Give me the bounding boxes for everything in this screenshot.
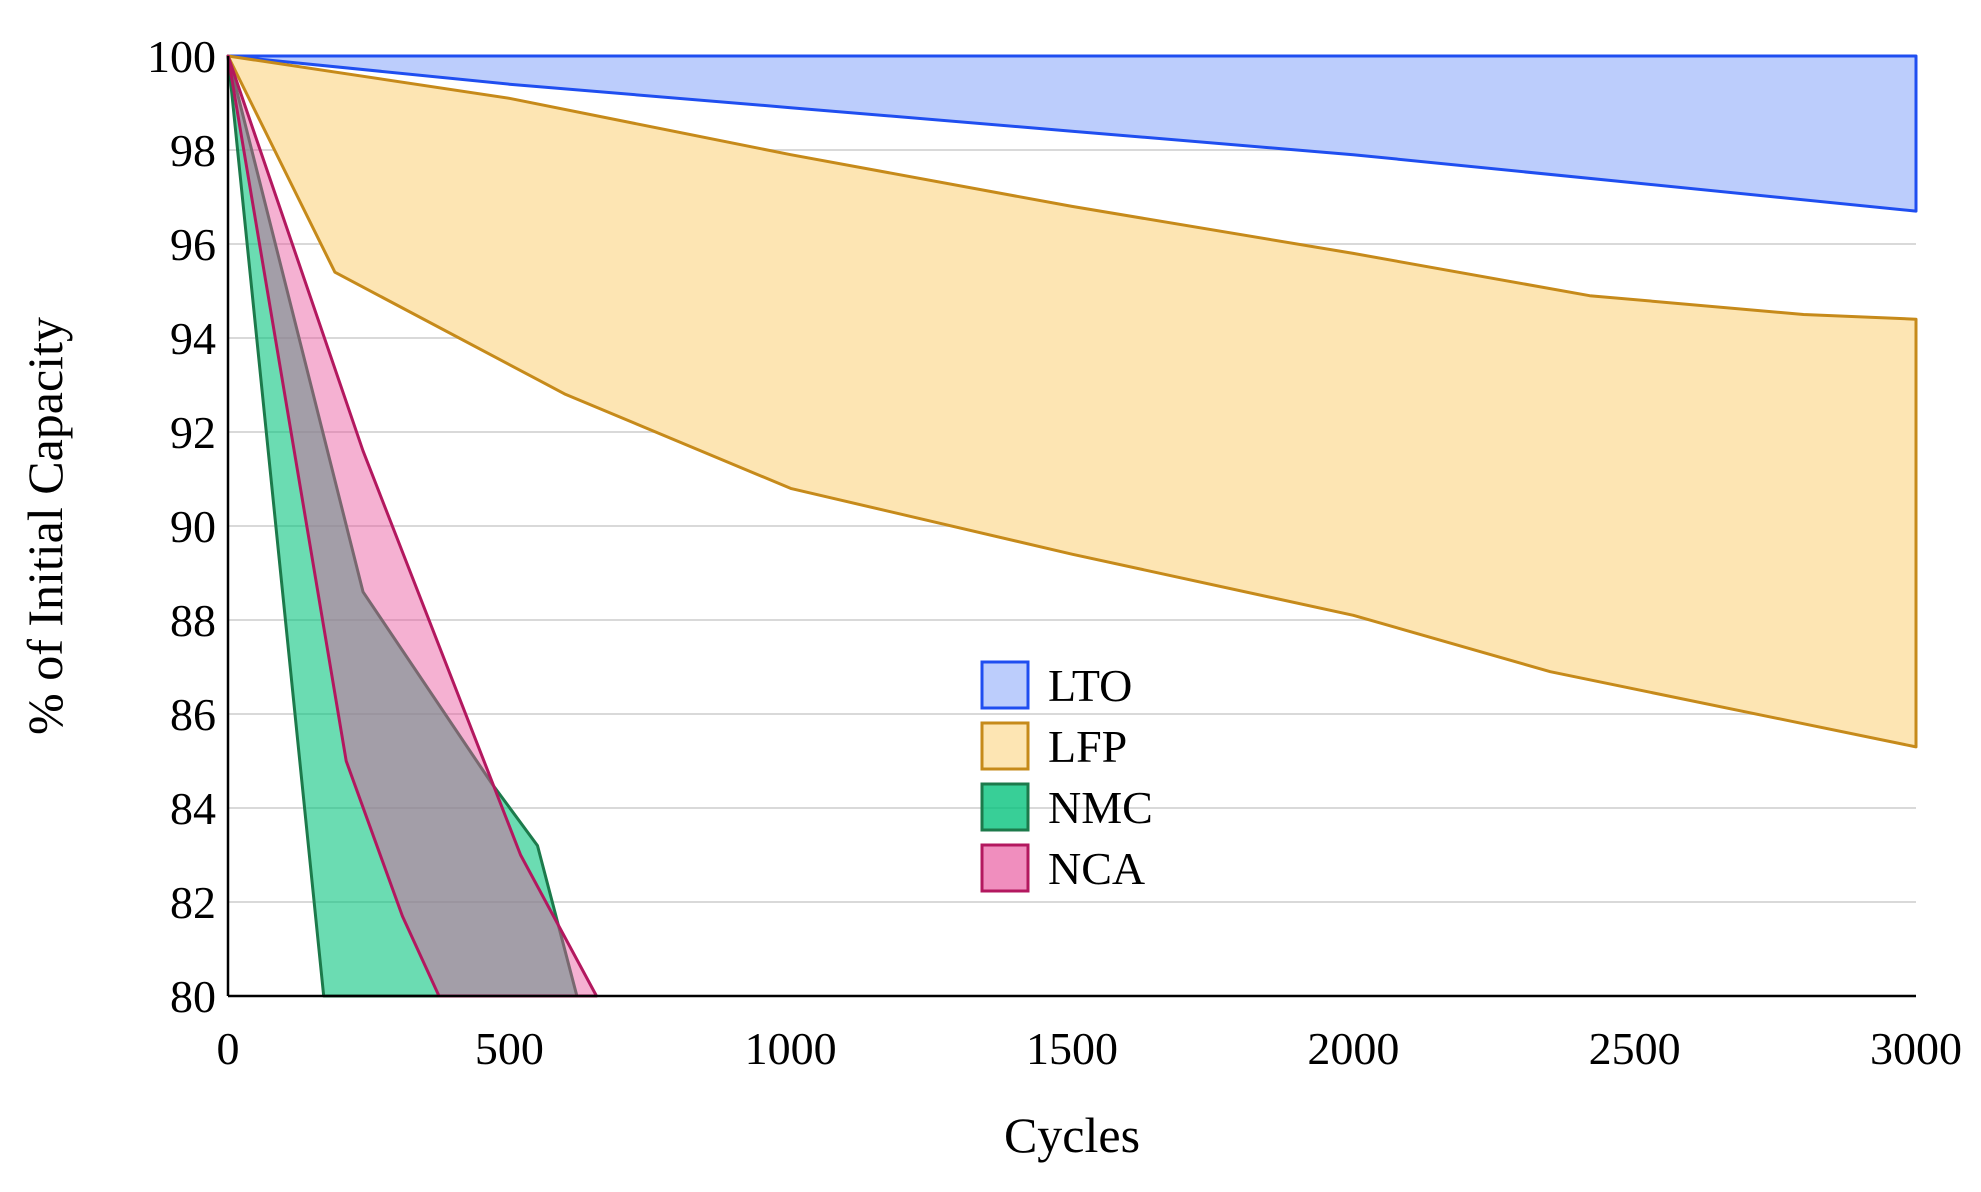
y-tick-label-88: 88 — [170, 595, 216, 646]
y-axis-title: % of Initial Capacity — [17, 317, 73, 735]
axes — [226, 56, 1916, 998]
y-tick-label-94: 94 — [170, 313, 216, 364]
y-tick-label-98: 98 — [170, 125, 216, 176]
y-tick-label-96: 96 — [170, 219, 216, 270]
legend-label-lto: LTO — [1048, 660, 1132, 711]
legend-swatch-lfp — [980, 721, 1030, 771]
legend: LTO LFP NMC NCA — [980, 660, 1153, 894]
x-tick-label-1500: 1500 — [1026, 1023, 1118, 1074]
x-tick-label-2000: 2000 — [1307, 1023, 1399, 1074]
legend-label-lfp: LFP — [1048, 721, 1127, 772]
x-axis-ticks: 0 500 1000 1500 2000 2500 3000 — [217, 1023, 1963, 1074]
series-lto-band — [226, 54, 1918, 213]
y-tick-label-86: 86 — [170, 689, 216, 740]
y-tick-label-100: 100 — [147, 31, 216, 82]
legend-label-nmc: NMC — [1048, 782, 1153, 833]
x-tick-label-3000: 3000 — [1870, 1023, 1962, 1074]
y-tick-label-92: 92 — [170, 407, 216, 458]
y-tick-label-80: 80 — [170, 971, 216, 1022]
legend-swatch-lto — [980, 660, 1030, 710]
legend-swatch-nmc — [980, 782, 1030, 832]
x-axis-title: Cycles — [1004, 1107, 1140, 1163]
series-lfp-band — [226, 54, 1918, 749]
x-tick-label-2500: 2500 — [1589, 1023, 1681, 1074]
y-tick-label-82: 82 — [170, 877, 216, 928]
legend-label-nca: NCA — [1048, 843, 1145, 894]
y-axis-ticks: 80 82 84 86 88 90 92 94 96 98 100 — [147, 31, 216, 1022]
y-tick-label-90: 90 — [170, 501, 216, 552]
y-tick-label-84: 84 — [170, 783, 216, 834]
x-tick-label-1000: 1000 — [745, 1023, 837, 1074]
x-tick-label-500: 500 — [475, 1023, 544, 1074]
series-layer — [226, 54, 1918, 998]
legend-swatch-nca — [980, 843, 1030, 893]
x-tick-label-0: 0 — [217, 1023, 240, 1074]
